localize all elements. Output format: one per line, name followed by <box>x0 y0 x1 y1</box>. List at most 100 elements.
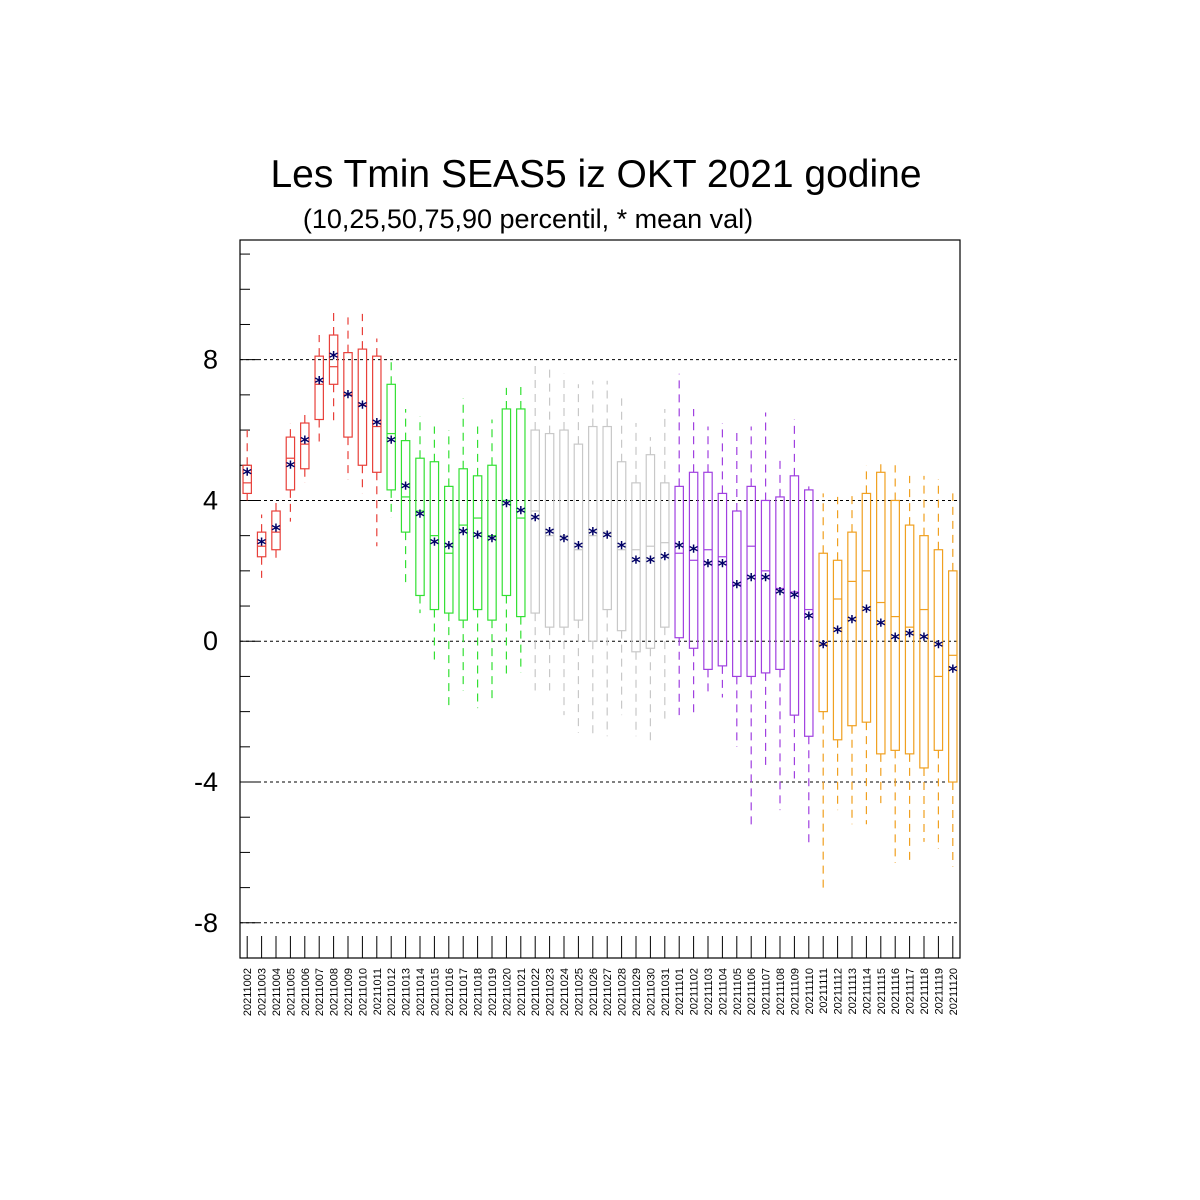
x-tick-label: 20211015 <box>429 968 441 1016</box>
mean-marker: * <box>718 556 728 577</box>
iqr-box <box>472 475 483 611</box>
mean-marker: * <box>790 587 800 608</box>
box-20211008 <box>328 310 339 424</box>
x-tick-label: 20211113 <box>847 968 859 1015</box>
iqr-box <box>588 425 598 642</box>
mean-marker: * <box>804 609 814 630</box>
iqr-box <box>703 471 713 670</box>
mean-marker: * <box>358 397 368 418</box>
x-tick-label: 20211011 <box>372 968 384 1015</box>
box-20211021 <box>516 384 526 673</box>
box-20211024 <box>559 373 569 716</box>
y-tick-label: -8 <box>194 908 218 938</box>
mean-marker: * <box>646 552 656 573</box>
iqr-box <box>933 549 944 751</box>
x-tick-label: 20211107 <box>761 968 773 1015</box>
x-tick-label: 20211016 <box>444 968 456 1016</box>
x-tick-label: 20211018 <box>473 968 485 1016</box>
mean-marker: * <box>300 433 310 454</box>
x-tick-label: 20211002 <box>242 968 254 1016</box>
x-tick-label: 20211102 <box>689 968 701 1015</box>
box-20211002 <box>242 430 252 501</box>
x-axis-ticks: 20211002 20211003 20211004 20211005 20211006… <box>242 936 960 1016</box>
x-tick-label: 20211008 <box>329 968 341 1016</box>
mean-marker: * <box>415 507 425 528</box>
box-20211007 <box>314 335 324 445</box>
iqr-box <box>559 429 569 628</box>
mean-marker: * <box>401 478 411 499</box>
x-tick-label: 20211101 <box>674 968 686 1015</box>
box-20211028 <box>616 398 627 716</box>
chart-subtitle: (10,25,50,75,90 percentil, * mean val) <box>303 204 753 234</box>
box-20211006 <box>300 408 310 483</box>
box-20211023 <box>544 366 555 691</box>
iqr-box <box>285 436 296 491</box>
box-20211019 <box>487 419 497 702</box>
box-20211111 <box>818 493 828 888</box>
iqr-box <box>804 489 814 737</box>
x-tick-label: 20211116 <box>890 968 902 1015</box>
mean-marker: * <box>948 661 958 682</box>
iqr-box <box>357 348 368 466</box>
x-tick-label: 20211013 <box>401 968 413 1016</box>
iqr-box <box>847 531 857 727</box>
x-tick-label: 20211118 <box>919 968 931 1015</box>
y-tick-label: 8 <box>203 345 218 375</box>
x-tick-label: 20211115 <box>876 968 888 1015</box>
box-20211013 <box>400 408 411 585</box>
iqr-box <box>516 408 526 618</box>
mean-marker: * <box>574 538 584 559</box>
x-tick-label: 20211117 <box>905 968 917 1015</box>
mean-marker: * <box>242 464 252 485</box>
mean-marker: * <box>876 616 886 637</box>
box-20211107 <box>760 412 771 768</box>
iqr-box <box>861 492 872 723</box>
x-tick-label: 20211022 <box>530 968 542 1016</box>
box-20211031 <box>660 408 670 719</box>
x-tick-label: 20211017 <box>458 968 470 1016</box>
mean-marker: * <box>314 373 324 394</box>
box-20211011 <box>372 338 382 547</box>
mean-marker: * <box>905 626 915 647</box>
mean-marker: * <box>631 552 641 573</box>
iqr-box <box>573 443 584 621</box>
x-tick-label: 20211024 <box>559 968 571 1016</box>
box-20211027 <box>602 380 612 737</box>
plot-frame <box>239 239 961 959</box>
x-tick-label: 20211106 <box>746 968 758 1015</box>
box-20211119 <box>933 479 944 849</box>
iqr-box <box>616 461 627 632</box>
iqr-box <box>415 457 425 597</box>
iqr-box <box>760 499 771 674</box>
mean-marker: * <box>530 510 540 531</box>
mean-marker: * <box>761 570 771 591</box>
x-tick-label: 20211023 <box>545 968 557 1016</box>
box-20211110 <box>804 486 814 846</box>
box-20211030 <box>645 437 656 744</box>
x-tick-label: 20211007 <box>314 968 326 1016</box>
x-tick-label: 20211030 <box>645 968 657 1016</box>
box-20211020 <box>501 387 512 677</box>
y-tick-label: 0 <box>203 626 218 656</box>
x-tick-label: 20211019 <box>487 968 499 1016</box>
box-20211016 <box>444 430 454 709</box>
mean-marker: * <box>847 612 857 633</box>
x-tick-label: 20211020 <box>501 968 513 1016</box>
box-20211010 <box>357 313 368 494</box>
x-tick-label: 20211012 <box>386 968 398 1016</box>
chart-title: Les Tmin SEAS5 iz OKT 2021 godine <box>270 153 921 196</box>
grid-lines <box>240 359 960 924</box>
x-tick-label: 20211025 <box>573 968 585 1016</box>
iqr-box <box>789 475 800 716</box>
box-20211115 <box>876 458 886 804</box>
mean-marker: * <box>833 623 843 644</box>
iqr-box <box>674 485 684 639</box>
mean-marker: * <box>703 556 713 577</box>
box-20211029 <box>631 423 641 737</box>
x-tick-label: 20211119 <box>933 968 945 1015</box>
iqr-box <box>400 440 411 533</box>
mean-marker: * <box>934 637 944 658</box>
iqr-box <box>919 535 929 769</box>
mean-marker: * <box>862 602 872 623</box>
